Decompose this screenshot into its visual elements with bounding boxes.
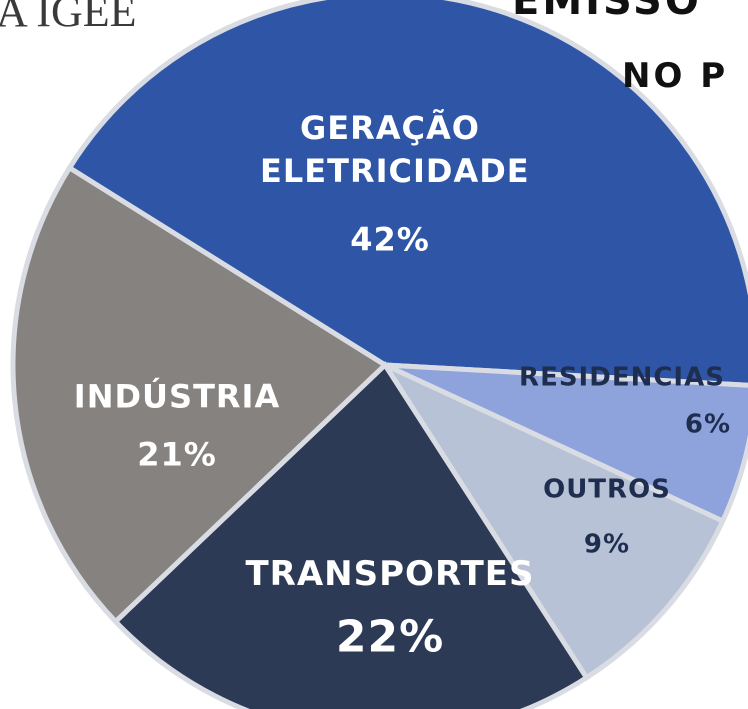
slice-label: RESIDENCIAS: [519, 362, 725, 393]
slice-label: OUTROS: [543, 474, 671, 505]
slice-value: 22%: [335, 611, 445, 663]
slice-label: GERAÇÃO ELETRICIDADE: [260, 108, 530, 190]
pie-slice: [112, 361, 590, 709]
slice-label: INDÚSTRIA: [73, 377, 281, 416]
heading-left: A IGEE: [0, 0, 137, 36]
slice-value: 21%: [137, 435, 217, 474]
pie-slice: [378, 359, 727, 682]
slice-value: 9%: [583, 529, 631, 560]
pie-slice: [10, 164, 390, 626]
pie-slice: [66, 0, 748, 388]
slice-label: TRANSPORTES: [245, 554, 535, 595]
slice-value: 42%: [350, 220, 430, 259]
slice-value: 6%: [684, 409, 732, 440]
pie-slice: [383, 362, 748, 525]
heading-top: EMISSO: [512, 0, 702, 24]
heading-sub: NO P: [622, 56, 729, 96]
